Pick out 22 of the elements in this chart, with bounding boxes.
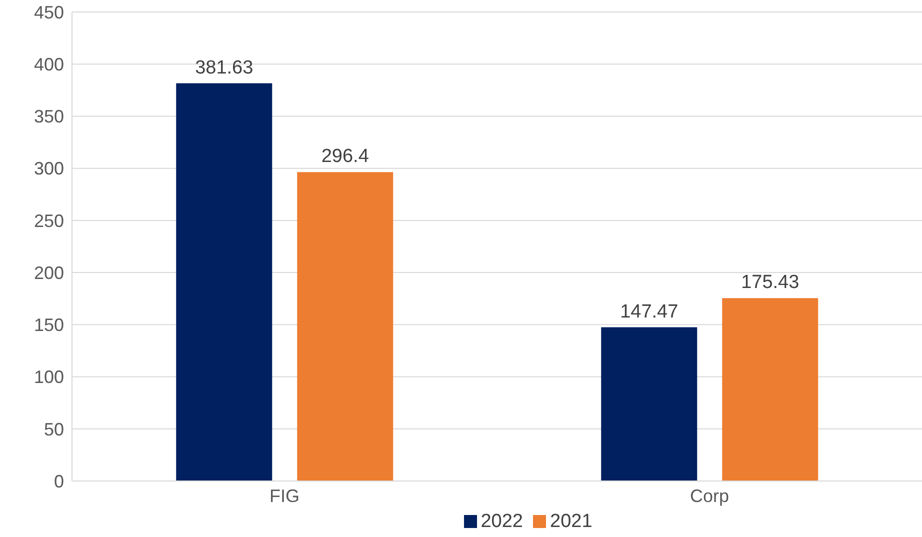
data-label: 175.43: [741, 272, 800, 294]
y-tick-label: 0: [54, 471, 64, 492]
y-tick-label: 450: [34, 2, 64, 22]
bar: [601, 327, 698, 481]
data-label: 296.4: [321, 146, 370, 168]
x-tick-label: Corp: [690, 486, 730, 506]
y-tick-label: 350: [34, 106, 64, 127]
y-tick-label: 250: [34, 210, 64, 231]
y-tick-label: 150: [34, 315, 64, 336]
x-tick-label: FIG: [270, 486, 300, 506]
legend-label: 2021: [550, 511, 592, 532]
data-label: 147.47: [620, 301, 678, 322]
bar: [297, 172, 394, 481]
legend-label: 2022: [480, 511, 523, 532]
y-tick-label: 200: [34, 262, 64, 283]
y-tick-label: 50: [44, 419, 64, 440]
y-tick-label: 400: [34, 54, 64, 74]
data-label: 381.63: [195, 57, 254, 78]
bar: [722, 298, 818, 481]
bar: [176, 83, 272, 481]
y-tick-label: 300: [34, 158, 64, 179]
y-tick-label: 100: [34, 367, 64, 388]
